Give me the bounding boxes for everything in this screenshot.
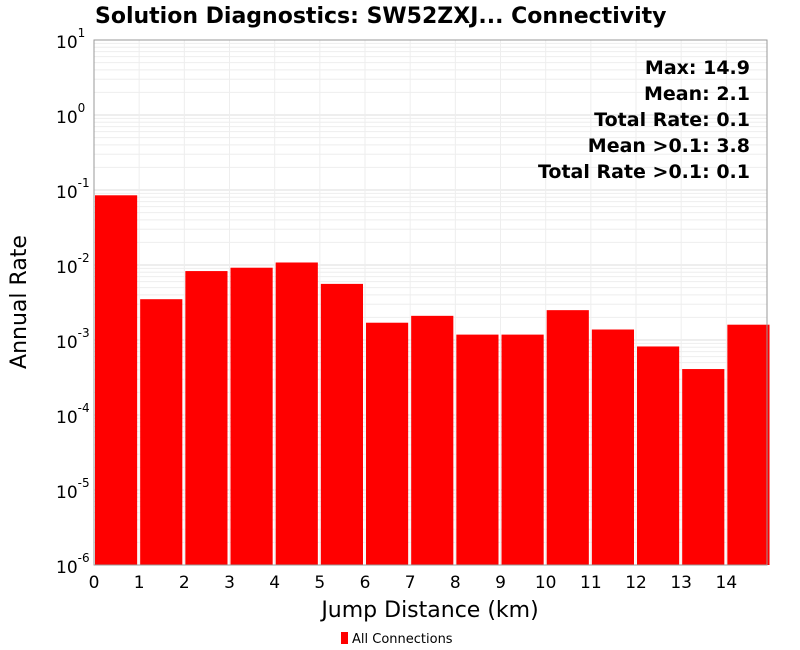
x-tick-label: 4 xyxy=(269,573,280,593)
bar xyxy=(637,346,680,565)
y-tick-label: 101 xyxy=(56,26,85,53)
bar xyxy=(546,310,589,565)
bar xyxy=(366,322,409,565)
y-axis-ticks: 101 100 10-1 10-2 10-3 10-4 10-5 10-6 xyxy=(56,26,90,578)
chart-title: Solution Diagnostics: SW52ZXJ... Connect… xyxy=(95,4,666,29)
bar xyxy=(411,315,454,565)
bar xyxy=(727,324,770,565)
bar xyxy=(95,195,138,565)
stat-annotation: Mean >0.1: 3.8 xyxy=(588,135,750,157)
y-axis-label: Annual Rate xyxy=(7,235,32,369)
x-tick-label: 14 xyxy=(716,573,738,593)
x-tick-label: 3 xyxy=(224,573,235,593)
y-tick-label: 100 xyxy=(56,101,85,128)
bars xyxy=(95,195,770,565)
x-tick-label: 1 xyxy=(134,573,145,593)
x-tick-label: 6 xyxy=(360,573,371,593)
stat-annotation: Mean: 2.1 xyxy=(644,83,750,105)
bar xyxy=(185,271,228,565)
stat-annotation: Total Rate >0.1: 0.1 xyxy=(538,161,750,183)
bar xyxy=(320,283,364,565)
bar xyxy=(275,262,318,565)
x-axis-label: Jump Distance (km) xyxy=(319,598,538,623)
stats-annotations: Max: 14.9 Mean: 2.1 Total Rate: 0.1 Mean >0… xyxy=(538,57,750,183)
x-tick-label: 7 xyxy=(405,573,416,593)
stat-annotation: Max: 14.9 xyxy=(645,57,750,79)
x-tick-label: 8 xyxy=(450,573,461,593)
legend: All Connections xyxy=(341,632,453,647)
bar xyxy=(501,334,544,565)
y-tick-label: 10-6 xyxy=(56,551,90,578)
x-tick-label: 0 xyxy=(89,573,100,593)
bar xyxy=(140,299,183,565)
y-tick-label: 10-3 xyxy=(56,326,90,353)
y-tick-label: 10-1 xyxy=(56,176,90,203)
plot-border xyxy=(93,39,768,566)
x-tick-label: 5 xyxy=(314,573,325,593)
y-tick-label: 10-2 xyxy=(56,251,90,278)
x-tick-label: 9 xyxy=(495,573,506,593)
bar xyxy=(682,369,725,565)
x-tick-label: 2 xyxy=(179,573,190,593)
stat-annotation: Total Rate: 0.1 xyxy=(594,109,750,131)
x-tick-label: 13 xyxy=(670,573,692,593)
legend-swatch xyxy=(341,632,348,644)
y-tick-label: 10-4 xyxy=(56,401,90,428)
x-tick-label: 10 xyxy=(535,573,557,593)
legend-label: All Connections xyxy=(352,632,453,647)
bar xyxy=(456,334,499,565)
bar xyxy=(230,267,273,565)
y-tick-label: 10-5 xyxy=(56,476,90,503)
x-axis-ticks: 0 1 2 3 4 5 6 7 8 9 10 11 12 13 14 xyxy=(89,573,738,593)
x-tick-label: 12 xyxy=(625,573,647,593)
bar xyxy=(591,329,635,565)
x-tick-label: 11 xyxy=(580,573,602,593)
